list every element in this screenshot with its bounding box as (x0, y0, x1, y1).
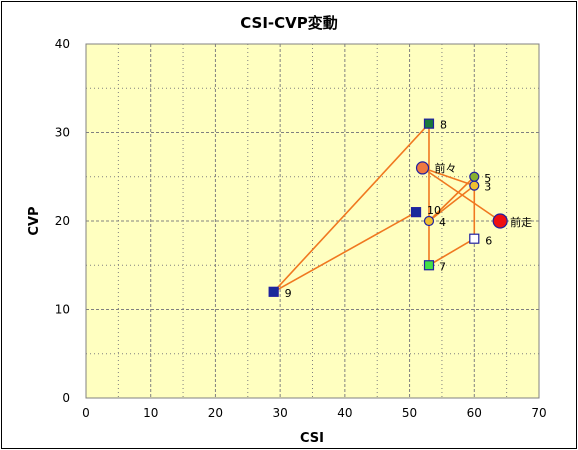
connection-line (422, 167, 475, 187)
data-point (423, 260, 435, 271)
x-tick-label: 30 (273, 406, 288, 420)
point-label: 6 (485, 235, 492, 248)
x-tick-label: 10 (143, 406, 158, 420)
y-tick-label: 30 (55, 126, 70, 140)
point-label: 9 (285, 287, 292, 300)
data-point (423, 215, 435, 227)
point-label: 3 (484, 181, 491, 194)
data-point (492, 213, 508, 229)
y-tick-label: 40 (55, 37, 70, 51)
y-tick-label: 0 (62, 391, 70, 405)
point-label: 前々 (435, 161, 457, 175)
point-label: 5 (484, 172, 491, 185)
connection-line (422, 167, 501, 222)
x-tick-label: 70 (531, 406, 546, 420)
data-point (268, 286, 279, 297)
data-points (268, 118, 508, 297)
point-label: 10 (427, 204, 441, 217)
point-label: 前走 (510, 215, 532, 229)
data-point (410, 207, 422, 218)
x-tick-label: 60 (467, 406, 482, 420)
x-tick-label: 40 (337, 406, 352, 420)
connection-line (273, 123, 430, 293)
point-label: 8 (440, 119, 447, 132)
point-labels: 前走 前々 3 4 5 6 7 8 9 10 (285, 119, 532, 300)
y-axis-title: CVP (27, 206, 42, 235)
data-point (415, 161, 430, 175)
connection-line (428, 176, 475, 222)
point-label: 4 (439, 216, 446, 229)
y-tick-label: 10 (55, 303, 70, 317)
chart-title: CSI-CVP変動 (240, 14, 338, 32)
connection-lines (273, 123, 501, 293)
grid-lines (86, 44, 539, 398)
data-point (469, 180, 480, 191)
x-axis-title: CSI (300, 431, 324, 446)
data-point (469, 233, 480, 244)
data-point (423, 118, 435, 129)
point-label: 7 (439, 260, 446, 273)
x-tick-label: 0 (82, 406, 90, 420)
tick-labels: 0 10 20 30 40 50 60 70 0 10 20 30 40 (55, 37, 547, 420)
connection-line (428, 238, 475, 266)
data-point (469, 171, 480, 182)
x-tick-label: 20 (208, 406, 223, 420)
x-tick-label: 50 (402, 406, 417, 420)
connection-line (273, 211, 417, 293)
y-tick-label: 20 (55, 214, 70, 228)
connection-line (428, 184, 475, 222)
